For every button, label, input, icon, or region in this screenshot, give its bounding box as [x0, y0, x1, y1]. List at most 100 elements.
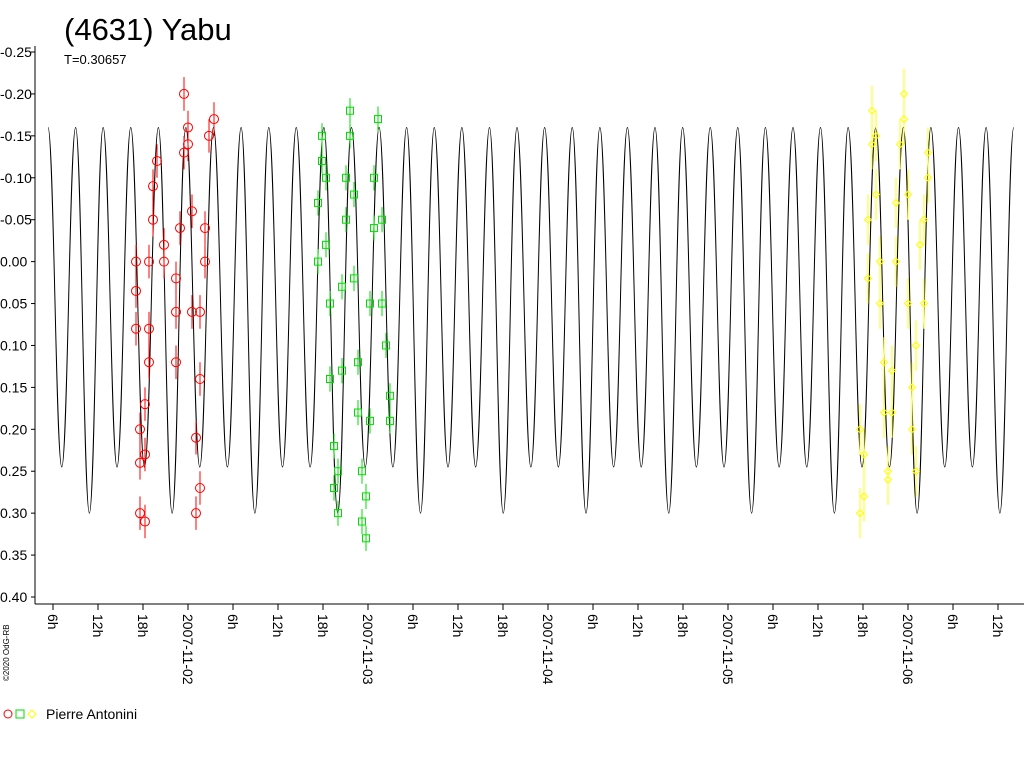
data-point — [314, 198, 322, 207]
legend-marker — [27, 709, 37, 719]
data-point — [887, 366, 897, 375]
data-point — [191, 508, 201, 519]
data-point — [144, 323, 154, 334]
data-point — [175, 223, 185, 234]
x-tick-label: 2007-11-05 — [720, 614, 736, 685]
data-point — [346, 131, 354, 140]
x-tick-label: 18h — [315, 614, 331, 637]
x-tick-label: 12h — [270, 614, 286, 637]
data-point — [179, 88, 189, 99]
x-tick-label: 6h — [945, 614, 961, 630]
model-curve — [47, 126, 1015, 514]
data-point — [374, 115, 382, 124]
data-point — [318, 131, 326, 140]
data-point — [859, 450, 869, 459]
data-point — [195, 374, 205, 384]
data-point — [871, 131, 881, 141]
data-point — [342, 215, 350, 224]
y-tick-label: -0.05 — [0, 212, 32, 228]
data-point — [140, 449, 150, 460]
y-tick-label: -0.20 — [0, 86, 32, 102]
observation-series — [855, 68, 933, 539]
data-point — [386, 391, 394, 400]
y-tick-label: 0.30 — [0, 505, 27, 521]
data-point — [152, 156, 162, 166]
chart-subtitle: T=0.30657 — [64, 52, 127, 67]
data-point — [911, 467, 921, 476]
data-point — [386, 416, 394, 425]
data-point — [867, 140, 877, 149]
data-point — [903, 299, 913, 308]
y-tick-label: 0.05 — [0, 296, 27, 312]
data-point — [350, 190, 358, 199]
x-tick-label: 2007-11-03 — [360, 614, 376, 685]
data-point — [131, 256, 141, 267]
data-point — [135, 424, 145, 435]
data-point — [171, 306, 181, 317]
x-tick-label: 6h — [45, 614, 61, 630]
data-point — [326, 375, 334, 383]
data-point — [334, 467, 342, 476]
data-point — [867, 106, 877, 115]
data-point — [191, 432, 201, 443]
data-point — [895, 140, 905, 149]
legend-label: Pierre Antonini — [46, 706, 137, 722]
data-point — [863, 274, 873, 283]
data-point — [330, 442, 338, 451]
observation-series — [314, 98, 394, 551]
x-tick-label: 2007-11-04 — [540, 614, 556, 685]
data-point — [326, 299, 334, 308]
data-point — [899, 114, 909, 124]
data-point — [923, 148, 933, 157]
data-point — [342, 173, 350, 182]
y-tick-label: 0.35 — [0, 547, 27, 563]
data-point — [183, 122, 193, 133]
data-point — [370, 224, 378, 233]
data-point — [871, 190, 881, 199]
data-point — [171, 357, 181, 368]
legend-marker — [15, 709, 25, 719]
y-tick-label: 0.00 — [0, 254, 27, 270]
observation-series — [131, 77, 219, 539]
data-point — [144, 256, 154, 267]
data-point — [148, 181, 158, 192]
data-point — [322, 240, 330, 249]
x-tick-label: 18h — [855, 614, 871, 637]
data-point — [354, 358, 362, 367]
data-point — [911, 341, 921, 350]
data-point — [382, 341, 390, 350]
data-point — [879, 408, 889, 417]
x-tick-label: 12h — [90, 614, 106, 637]
data-point — [875, 299, 885, 308]
x-tick-label: 12h — [990, 614, 1006, 637]
data-point — [891, 198, 901, 208]
data-point — [907, 425, 917, 434]
x-tick-label: 6h — [225, 614, 241, 630]
y-tick-label: 0.10 — [0, 337, 27, 353]
x-tick-label: 12h — [810, 614, 826, 637]
data-point — [362, 534, 370, 543]
data-point — [131, 285, 141, 296]
data-point — [354, 408, 362, 417]
copyright: ©2020 OdG-RB — [2, 624, 11, 681]
y-tick-label: 0.15 — [0, 379, 27, 395]
data-point — [131, 323, 141, 334]
data-point — [891, 257, 901, 266]
data-point — [200, 256, 210, 267]
data-point — [187, 306, 197, 317]
data-point — [863, 215, 873, 224]
legend-marker — [3, 709, 13, 719]
data-point — [140, 399, 150, 410]
data-point — [378, 299, 386, 308]
data-point — [200, 223, 210, 234]
x-tick-label: 18h — [495, 614, 511, 637]
data-point — [362, 492, 370, 501]
data-point — [358, 517, 366, 526]
y-tick-label: -0.15 — [0, 128, 32, 144]
x-tick-label: 6h — [765, 614, 781, 630]
data-point — [887, 408, 897, 417]
data-point — [144, 357, 154, 368]
y-tick-label: -0.25 — [0, 44, 32, 60]
data-point — [148, 214, 158, 225]
